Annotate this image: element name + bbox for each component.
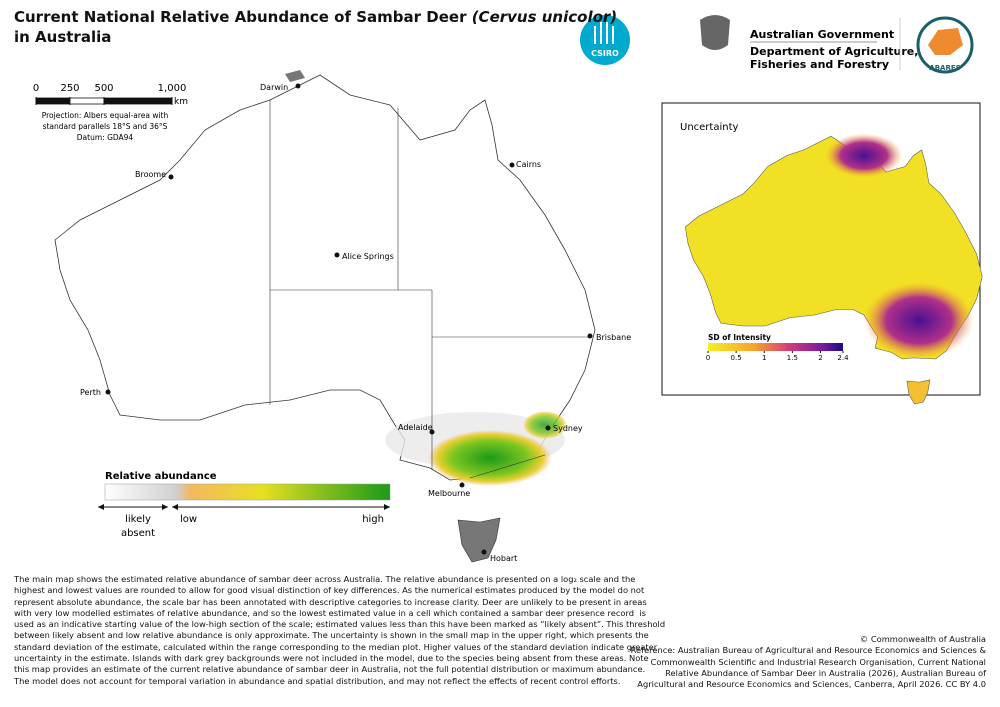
gov-name: Australian Government <box>750 28 894 41</box>
city-label: Cairns <box>516 160 541 169</box>
colorbar-tick-label: 1 <box>762 354 766 362</box>
scale-tick-label: 1,000 <box>158 83 187 94</box>
city-label: Perth <box>80 388 101 397</box>
projection-note: Projection: Albers equal-area with <box>42 111 169 120</box>
scale-tick-label: 0 <box>33 83 39 94</box>
scale-segment <box>69 97 105 105</box>
city-label: Broome <box>135 170 166 179</box>
description-line: with very low modelled estimates of rela… <box>14 607 646 618</box>
projection-note: Datum: GDA94 <box>77 133 134 142</box>
colorbar-tick-label: 2.4 <box>837 354 849 362</box>
description-line: standard deviation of the estimate, calc… <box>14 641 658 652</box>
dept-name: Fisheries and Forestry <box>750 58 889 71</box>
description-line: represent absolute abundance, the scale … <box>14 596 647 607</box>
legend-label: low <box>180 514 197 525</box>
copyright: © Commonwealth of Australia <box>859 634 986 644</box>
scale-tick-label: 500 <box>94 83 113 94</box>
colorbar-tick-label: 2 <box>818 354 822 362</box>
city-label: Sydney <box>553 424 583 433</box>
description-line: The main map shows the estimated relativ… <box>14 574 636 584</box>
scale-tick-label: 250 <box>60 83 79 94</box>
description-line: used as an indicative starting value of … <box>14 619 666 630</box>
main-map: Darwin Broome Cairns Alice Springs Brisb… <box>54 70 631 563</box>
scale-segment <box>103 97 173 105</box>
city-label: Melbourne <box>428 489 470 498</box>
csiro-text: CSIRO <box>591 49 619 58</box>
scale-segment <box>35 97 71 105</box>
legend-title: Relative abundance <box>105 471 217 482</box>
title: Current National Relative Abundance of S… <box>14 7 617 47</box>
description-line: The model does not account for temporal … <box>14 675 621 686</box>
city-label: Brisbane <box>596 333 631 342</box>
gov-crest <box>700 15 730 50</box>
projection-note: standard parallels 18°S and 36°S <box>43 122 168 131</box>
legend-label: absent <box>121 528 155 539</box>
city-label: Hobart <box>490 554 517 563</box>
title-species: (Cervus unicolor) <box>471 8 618 26</box>
description-line: between likely absent and low relative a… <box>14 630 649 641</box>
colorbar-title: SD of Intensity <box>708 333 771 342</box>
scale-bar: km 0 250 500 1,000 <box>33 83 188 107</box>
description: The main map shows the estimated relativ… <box>14 574 665 687</box>
legend-label: high <box>362 514 384 525</box>
reference-line: Commonwealth Scientific and Industrial R… <box>650 656 986 667</box>
reference-line: Reference: Australian Bureau of Agricult… <box>630 645 986 656</box>
city-label: Adelaide <box>398 423 433 432</box>
inset-title: Uncertainty <box>680 122 739 133</box>
dept-name: Department of Agriculture, <box>750 45 918 58</box>
description-line: this map provides an estimate of the cur… <box>14 664 646 675</box>
colorbar-tick-label: 0.5 <box>731 354 742 362</box>
colorbar-tick-label: 1.5 <box>787 354 798 362</box>
legend: Relative abundance likely absent low hig… <box>98 471 391 539</box>
description-line: highest and lowest values are rounded to… <box>14 585 645 596</box>
reference-line: Agricultural and Resource Economics and … <box>637 679 986 690</box>
credits: © Commonwealth of Australia Reference: Au… <box>631 634 986 690</box>
legend-label: likely <box>125 514 151 525</box>
title-text: Current National Relative Abundance of S… <box>14 8 467 26</box>
title-text: in Australia <box>14 28 112 46</box>
city-label: Darwin <box>260 83 288 92</box>
city-label: Alice Springs <box>342 252 394 261</box>
description-line: uncertainty in the estimate. Islands wit… <box>14 653 649 664</box>
inset-map: Uncertainty SD of Intensity 0 0.5 1 1.5 2 2.4 <box>661 102 983 405</box>
colorbar-tick-label: 0 <box>706 354 710 362</box>
reference-line: Relative Abundance of Sambar Deer in Aus… <box>665 667 986 678</box>
abares-text: ABARES <box>929 64 960 72</box>
scale-unit: km <box>174 97 188 107</box>
csiro-logo <box>580 15 630 65</box>
